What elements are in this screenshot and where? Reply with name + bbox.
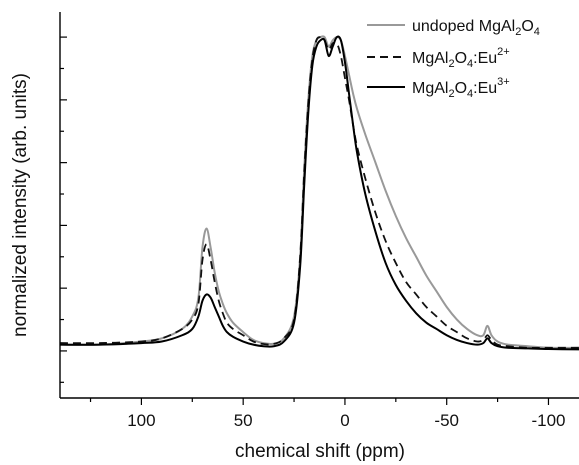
series-line-1 bbox=[60, 35, 579, 349]
x-tick-label: 50 bbox=[234, 411, 253, 430]
ticks-layer: 100 50 0 -50 -100 bbox=[60, 36, 565, 430]
series-line-3 bbox=[60, 35, 579, 351]
legend-label-1: undoped MgAl2O4 bbox=[412, 18, 540, 38]
legend-label-2: MgAl2O4:Eu2+ bbox=[412, 46, 510, 70]
axes-layer bbox=[59, 12, 579, 399]
legend: undoped MgAl2O4 MgAl2O4:Eu2+ MgAl2O4:Eu3+ bbox=[367, 18, 540, 100]
x-tick-label: 100 bbox=[127, 411, 155, 430]
y-axis-title: normalized intensity (arb. units) bbox=[10, 73, 31, 337]
legend-label-3: MgAl2O4:Eu3+ bbox=[412, 76, 510, 100]
series-layer bbox=[60, 35, 579, 351]
x-axis-title: chemical shift (ppm) bbox=[235, 441, 405, 462]
x-tick-label: 0 bbox=[340, 411, 349, 430]
x-tick-label: -100 bbox=[531, 411, 565, 430]
x-tick-label: -50 bbox=[434, 411, 459, 430]
